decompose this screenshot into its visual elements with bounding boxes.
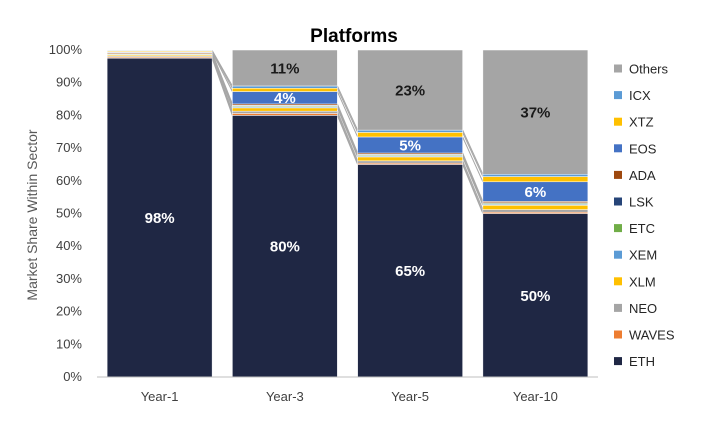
series-line-ada-year-1 [211,52,233,105]
data-label-eos-year-5: 5% [399,137,421,154]
legend-swatch-eth [614,357,622,366]
data-label-eth-year-1: 98% [145,210,175,227]
series-line-neo-year-5 [462,160,484,210]
legend-swatch-xtz [614,117,622,126]
x-tick-label: Year-5 [391,389,429,404]
y-tick-label: 80% [56,107,82,122]
legend-swatch-etc [614,224,622,233]
bars [106,49,589,378]
bar-icx-year-10 [482,174,589,177]
series-line-waves-year-3 [336,113,359,164]
y-tick-label: 30% [56,271,82,286]
data-label-others-year-5: 23% [395,83,425,100]
series-line-waves-year-5 [462,162,484,213]
y-tick-label: 60% [56,173,82,188]
bar-neo-year-3 [232,110,338,114]
bar-xlm-year-5 [357,156,463,162]
bar-eth-year-10 [482,213,589,378]
legend: Others ICX XTZ EOS ADA LSK ETC XEM XLM NEO WAVES ET… [614,62,675,369]
legend-label-xem: XEM [629,248,657,263]
bar-icx-year-5 [357,129,463,133]
chart-title: Platforms [310,26,398,47]
series-line-ada-year-5 [462,152,484,202]
data-labels: 98% 80% 65% 50% 4% 5% 6% 11% 23% 37% [145,60,551,304]
legend-label-xlm: XLM [629,274,656,289]
legend-label-xtz: XTZ [629,115,654,130]
y-tick-label: 70% [56,140,82,155]
y-tick-label: 40% [56,238,82,253]
y-tick-label: 90% [56,75,82,90]
legend-label-others: Others [629,62,669,77]
series-line-icx-year-5 [462,129,484,175]
data-label-eos-year-3: 4% [274,90,296,107]
series-line-icx-year-3 [336,85,359,131]
data-label-eth-year-10: 50% [520,288,550,305]
bar-xtz-year-10 [482,176,589,183]
legend-swatch-eos [614,144,622,153]
bar-neo-year-5 [357,160,463,164]
legend-label-ada: ADA [629,168,656,183]
data-label-eos-year-10: 6% [525,184,547,201]
data-label-eth-year-3: 80% [270,239,300,256]
bar-waves-year-3 [232,113,338,116]
bar-neo-year-10 [482,209,589,213]
legend-swatch-waves [614,330,622,339]
series-line-icx-year-1 [211,50,233,87]
series-line-eth-year-3 [336,115,359,165]
legend-swatch-others [614,64,622,73]
series-line-eos-year-3 [336,91,359,138]
series-lines [211,50,484,214]
data-label-eth-year-5: 65% [395,263,425,280]
bar-icx-year-3 [232,85,338,89]
y-tick-label: 100% [49,42,83,57]
legend-label-eth: ETH [629,354,655,369]
legend-swatch-neo [614,303,622,312]
bar-xlm-year-10 [482,205,589,210]
bar-eth-year-5 [357,164,463,378]
y-tick-label: 20% [56,304,82,319]
series-line-ada-year-3 [336,103,359,154]
axis-ticks: 0% 10% 20% 30% 40% 50% 60% 70% 80% 90% 100% Year-1 Y… [49,42,558,404]
series-line-neo-year-3 [336,110,359,162]
series-line-xtz-year-5 [462,132,484,177]
legend-swatch-xlm [614,277,622,286]
legend-label-icx: ICX [629,88,651,103]
series-line-xtz-year-3 [336,88,359,133]
legend-label-eos: EOS [629,141,657,156]
series-line-eos-year-1 [211,51,233,92]
legend-label-etc: ETC [629,221,655,236]
bar-xtz-year-5 [357,132,463,138]
series-line-lsk-year-5 [462,154,484,203]
x-tick-label: Year-1 [141,389,179,404]
bar-xlm-year-3 [232,107,338,112]
bar-others-year-3 [232,49,338,87]
y-tick-label: 10% [56,336,82,351]
y-tick-label: 0% [63,369,82,384]
bar-others-year-10 [482,49,589,175]
x-tick-label: Year-3 [266,389,304,404]
y-tick-label: 50% [56,206,82,221]
legend-swatch-xem [614,250,622,259]
bar-others-year-5 [357,49,463,131]
y-axis-label: Market Share Within Sector [24,129,40,301]
legend-swatch-lsk [614,197,622,206]
legend-swatch-icx [614,91,622,100]
legend-label-lsk: LSK [629,195,654,210]
legend-label-neo: NEO [629,301,657,316]
bar-eth-year-1 [106,57,213,378]
legend-swatch-ada [614,170,622,179]
data-label-others-year-10: 37% [520,105,550,122]
data-label-others-year-3: 11% [270,60,299,77]
bar-eth-year-3 [232,115,338,378]
series-line-eos-year-5 [462,136,484,182]
x-tick-label: Year-10 [513,389,558,404]
legend-label-waves: WAVES [629,328,675,343]
